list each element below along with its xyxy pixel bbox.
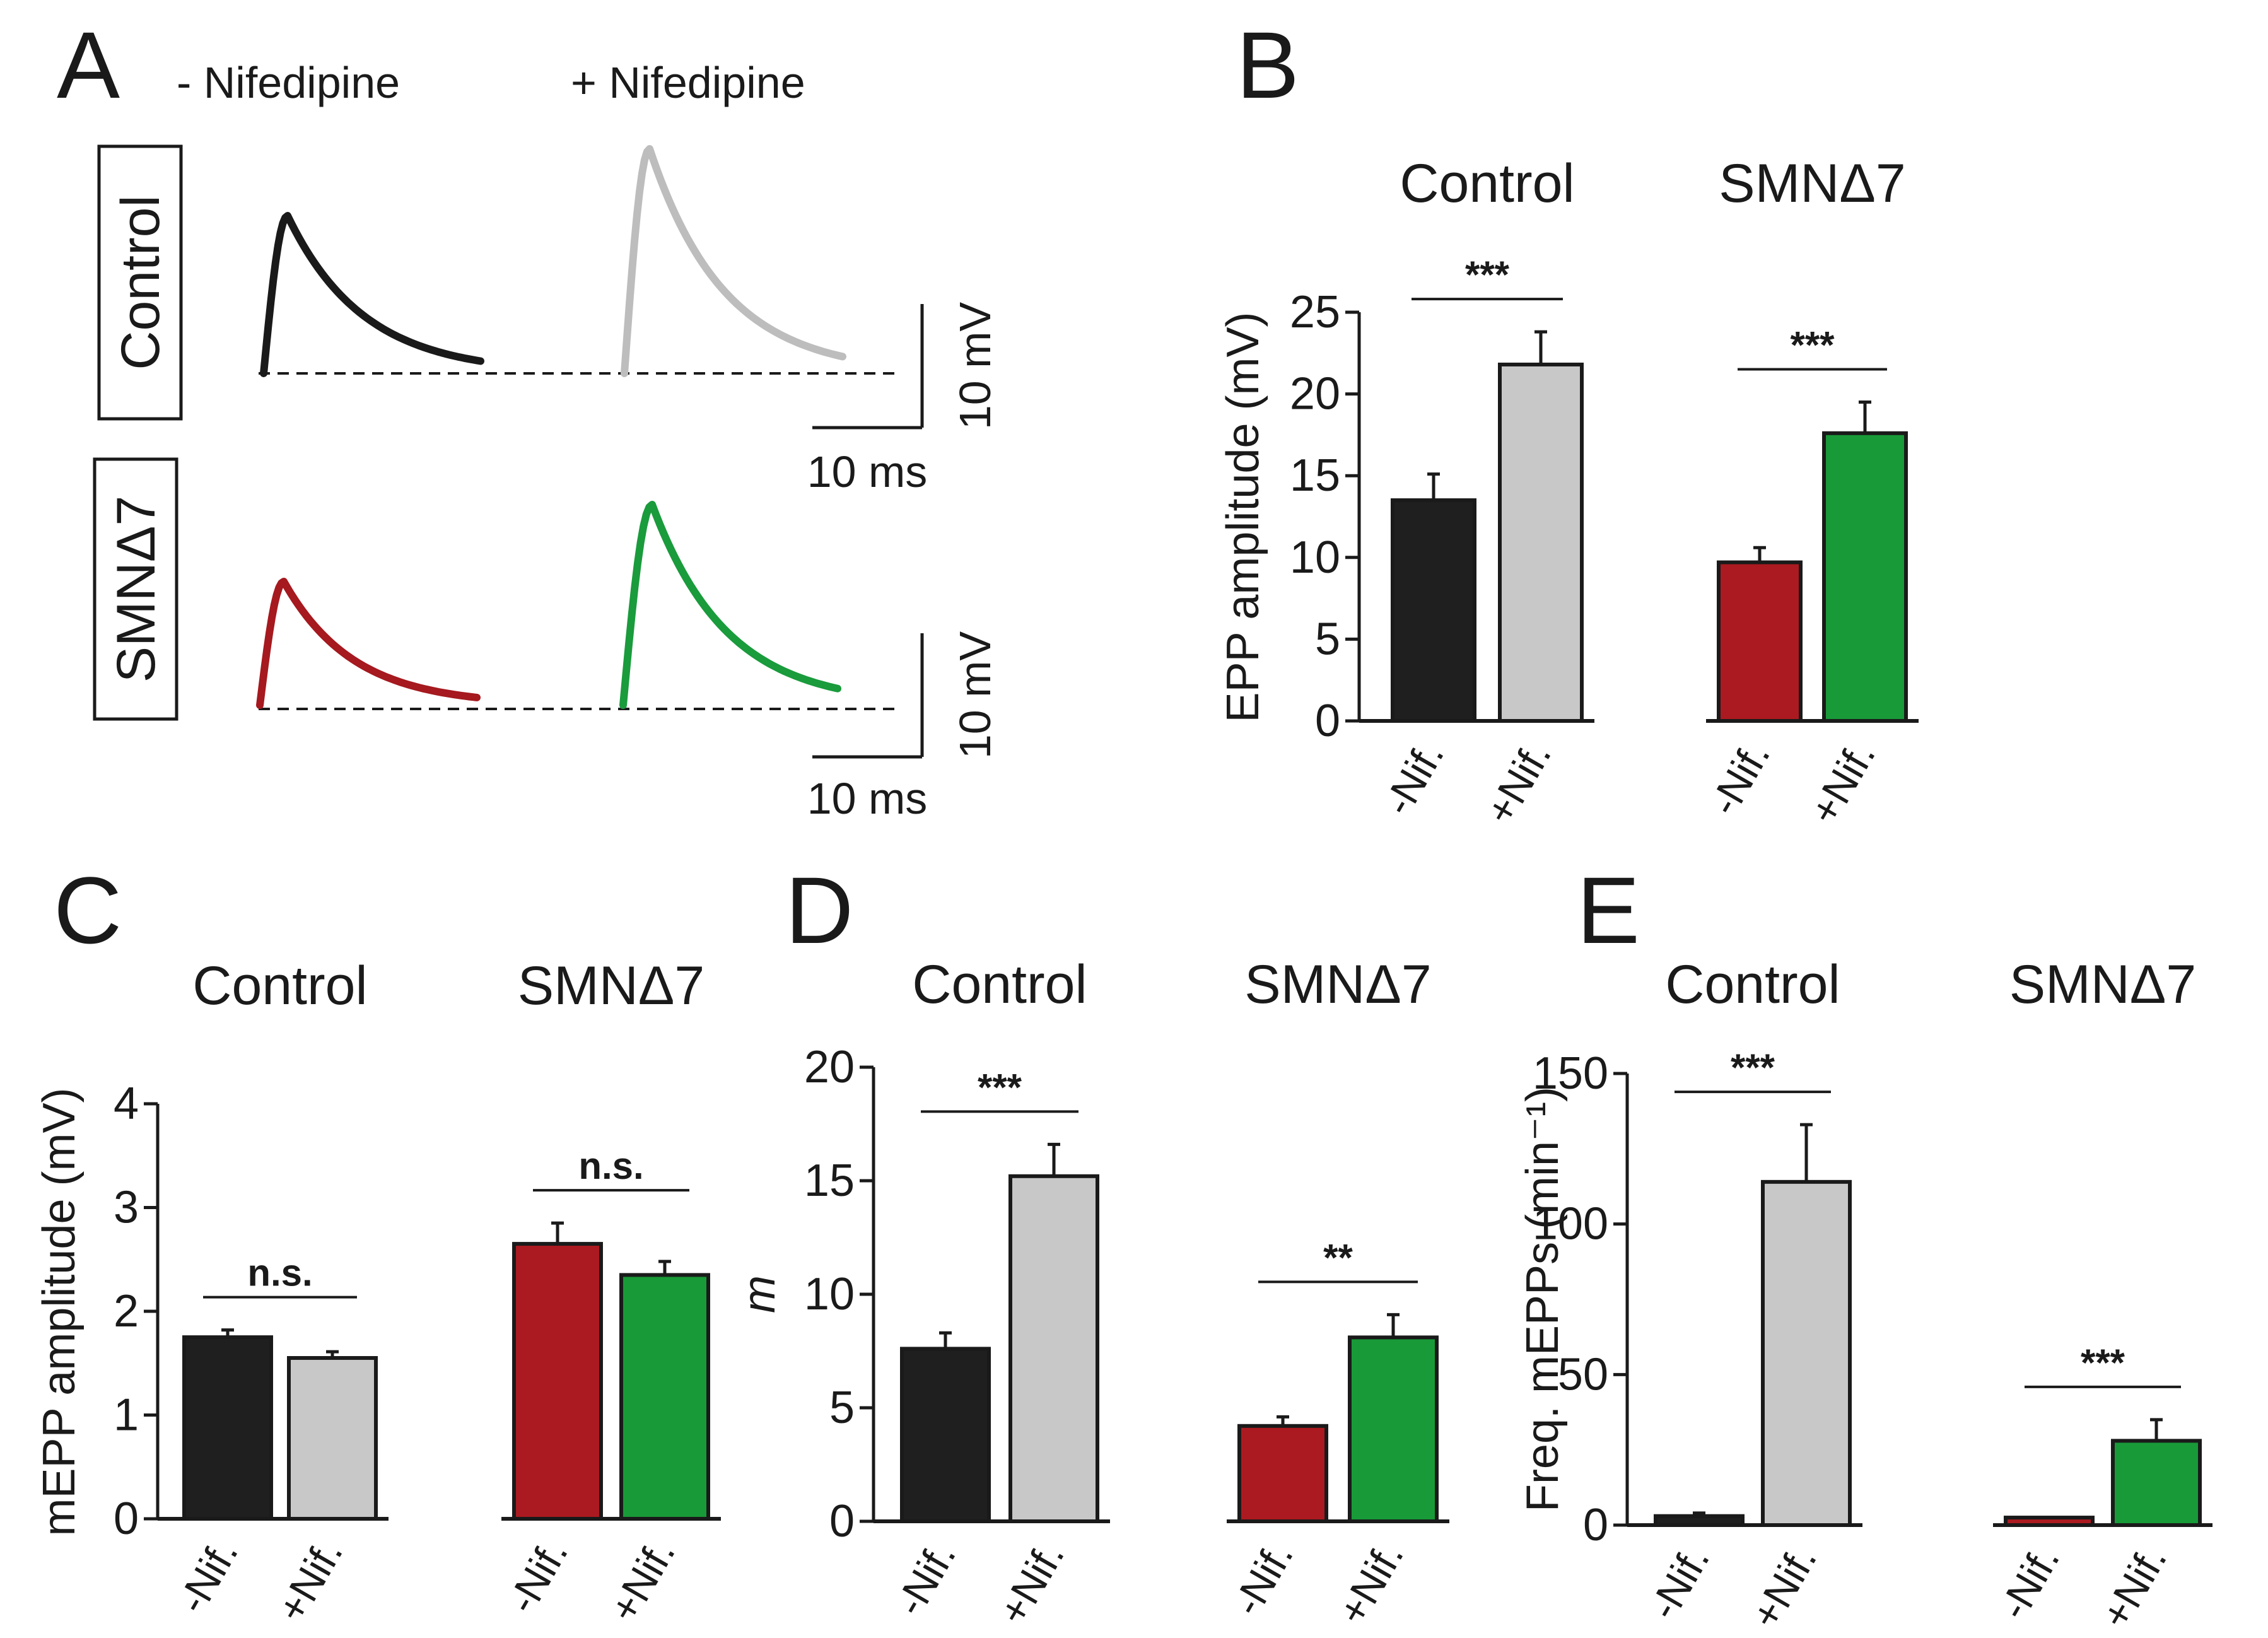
sig-label-d-1: ** [1323,1236,1353,1278]
bar-b-0-0 [1391,498,1476,723]
bar-e-1-1 [2111,1439,2202,1528]
bar-c-1-0 [512,1242,603,1521]
bar-b-1-0 [1717,560,1803,723]
y-tick-label-b-5: 25 [1290,287,1340,337]
group-title-d-1: SMNΔ7 [1244,954,1431,1015]
y-tick-label-b-1: 5 [1315,614,1340,664]
scale-ms-control: 10 ms [807,447,928,496]
group-title-b-1: SMNΔ7 [1719,153,1905,214]
x-tick-label-b-1-0: -Nif. [1700,734,1779,823]
y-tick-label-c-3: 3 [114,1183,139,1233]
x-tick-label-e-0-1: +Nif. [1741,1538,1825,1636]
scale-bar-smn: 10 mV 10 ms [807,631,1000,823]
group-title-e-1: SMNΔ7 [2009,954,2196,1015]
sig-label-c-0: n.s. [247,1252,312,1294]
y-tick-label-c-0: 0 [114,1494,139,1544]
bar-e-0-1 [1761,1179,1852,1527]
x-tick-label-e-1-0: -Nif. [1990,1538,2069,1627]
group-title-d-0: Control [912,954,1087,1015]
x-tick-label-d-0-0: -Nif. [886,1534,965,1623]
x-tick-label-d-1-1: +Nif. [1328,1534,1412,1632]
bar-d-1-0 [1237,1424,1328,1524]
group-title-b-0: Control [1400,153,1574,214]
x-tick-label-b-0-1: +Nif. [1476,734,1560,832]
panel-d: D 0 5 10 15 20 m Control -Nif. +Nif. *** SMNΔ7 -Nif… [734,857,1449,1632]
y-tick-label-b-4: 20 [1290,369,1340,419]
sig-label-b-0: *** [1465,254,1510,296]
scale-mv-control: 10 mV [950,302,1000,430]
x-tick-label-e-1-1: +Nif. [2091,1538,2175,1636]
sig-label-e-1: *** [2081,1342,2125,1384]
y-tick-label-b-0: 0 [1315,696,1340,746]
y-tick-label-c-1: 1 [114,1390,139,1441]
bar-e-1-0 [2004,1516,2095,1527]
y-tick-label-d-0: 0 [829,1496,855,1547]
y-tick-label-b-2: 10 [1290,532,1340,583]
trace-smn-minus-nif [256,578,481,709]
panel-c: C 0 1 2 3 4 mEPP amplitude (mV) Control -Nif. +N… [34,857,721,1630]
x-tick-label-d-1-0: -Nif. [1224,1534,1302,1623]
x-tick-label-c-0-1: +Nif. [267,1531,351,1630]
panel-label-a: A [57,12,120,118]
x-tick-label-c-1-1: +Nif. [600,1531,684,1630]
y-tick-label-c-4: 4 [114,1079,139,1129]
x-tick-label-d-0-1: +Nif. [989,1534,1073,1632]
x-tick-label-c-0-0: -Nif. [168,1531,247,1621]
plus-nifedipine-label: + Nifedipine [571,58,805,107]
panel-label-d: D [785,857,853,963]
sig-label-e-0: *** [1731,1046,1775,1089]
bar-d-0-1 [1008,1174,1099,1524]
y-tick-label-c-2: 2 [114,1286,139,1337]
bar-c-0-1 [287,1356,378,1521]
scale-mv-smn: 10 mV [950,631,1000,759]
y-tick-label-d-1: 5 [829,1383,855,1433]
sig-label-b-1: *** [1790,324,1835,366]
y-axis-label-e: Freq. mEPPs (min⁻¹) [1517,1087,1568,1512]
panel-b: B 0 5 10 15 20 25 EPP amplitude (mV) Control -Ni… [1218,12,1919,832]
x-tick-label-e-0-0: -Nif. [1640,1538,1719,1627]
bar-c-0-0 [182,1335,273,1521]
group-title-c-1: SMNΔ7 [518,956,704,1016]
minus-nifedipine-label: - Nifedipine [177,58,400,107]
row-label-smn: SMNΔ7 [93,457,178,721]
bar-d-1-1 [1348,1335,1439,1523]
y-tick-label-e-3: 150 [1533,1048,1608,1099]
bar-b-0-1 [1498,362,1584,723]
panel-a: A - Nifedipine + Nifedipine Control SMNΔ… [57,12,1000,823]
y-tick-label-d-4: 20 [804,1042,855,1092]
group-title-e-0: Control [1665,954,1840,1015]
y-tick-label-d-2: 10 [804,1269,855,1319]
y-tick-label-e-1: 50 [1558,1349,1608,1400]
panel-label-c: C [54,857,122,963]
bar-c-1-1 [619,1273,710,1521]
y-axis-label-b: EPP amplitude (mV) [1218,312,1268,723]
x-tick-label-c-1-0: -Nif. [498,1531,577,1621]
panel-label-b: B [1236,12,1299,118]
y-axis-label-d: m [734,1275,785,1313]
bar-d-0-0 [900,1347,991,1523]
trace-smn-plus-nif [619,501,841,709]
x-tick-label-b-1-1: +Nif. [1800,734,1884,832]
scale-ms-smn: 10 ms [807,774,928,823]
row-label-control-text: Control [110,195,171,370]
y-tick-label-b-3: 15 [1290,450,1340,501]
panel-label-e: E [1577,857,1640,963]
bar-e-0-0 [1654,1514,1745,1527]
sig-label-c-1: n.s. [578,1145,643,1187]
x-tick-label-b-0-0: -Nif. [1374,734,1453,823]
scale-bar-control: 10 mV 10 ms [807,302,1000,496]
sig-label-d-0: *** [978,1066,1022,1108]
y-axis-label-c: mEPP amplitude (mV) [34,1088,85,1536]
row-label-smn-text: SMNΔ7 [106,496,167,682]
bar-b-1-1 [1822,431,1908,723]
y-tick-label-e-2: 100 [1533,1199,1608,1249]
trace-control-plus-nif [621,145,846,377]
y-tick-label-d-3: 15 [804,1155,855,1206]
y-tick-label-e-0: 0 [1583,1500,1608,1550]
trace-control-minus-nif [260,212,484,377]
row-label-control: Control [97,144,183,421]
group-title-c-0: Control [192,956,367,1016]
